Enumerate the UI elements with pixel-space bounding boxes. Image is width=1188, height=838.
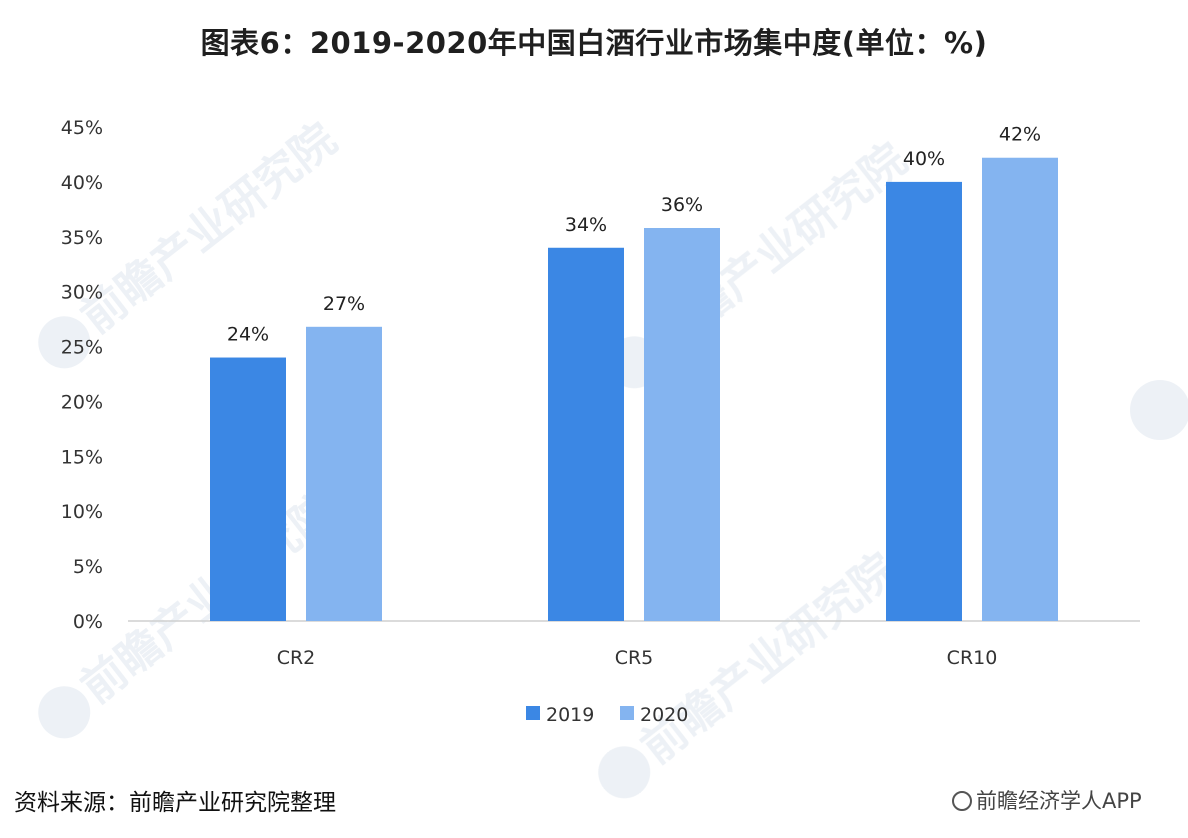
legend-swatch-2020 <box>620 706 634 720</box>
legend-label-2020: 2020 <box>640 704 688 726</box>
x-tick-label-cr5: CR5 <box>615 647 654 669</box>
bar-cr2-2020 <box>306 326 382 621</box>
x-tick-label-cr2: CR2 <box>277 647 316 669</box>
y-tick-label: 15% <box>61 446 103 468</box>
y-tick-label: 45% <box>61 117 103 139</box>
watermark-text: 前瞻产业研究院 <box>72 114 346 344</box>
data-label-cr2-2019: 24% <box>227 324 269 346</box>
watermark-logo-icon <box>38 686 91 739</box>
y-tick-label: 5% <box>73 556 103 578</box>
source-note: 资料来源：前瞻产业研究院整理 <box>14 790 336 816</box>
bars-group <box>210 157 1058 622</box>
credit-text: 前瞻经济学人APP <box>976 789 1142 813</box>
bar-cr10-2020 <box>982 157 1058 621</box>
watermark-logo-icon <box>1130 380 1188 440</box>
legend: 2019 2020 <box>526 704 688 726</box>
legend-label-2019: 2019 <box>546 704 594 726</box>
bar-cr5-2020 <box>644 227 720 622</box>
bar-cr5-2019 <box>548 247 624 621</box>
bar-cr2-2019 <box>210 357 286 621</box>
data-label-cr5-2019: 34% <box>565 214 607 236</box>
watermark-logo-icon <box>38 316 91 369</box>
y-tick-label: 10% <box>61 501 103 523</box>
credit: 前瞻经济学人APP <box>952 785 1142 815</box>
data-label-cr5-2020: 36% <box>661 194 703 216</box>
weibo-at-icon <box>952 791 972 811</box>
watermark-logo-icon <box>598 746 651 799</box>
x-tick-label-cr10: CR10 <box>947 647 998 669</box>
watermark-text: 前瞻产业研究院 <box>72 484 346 714</box>
x-axis: CR2 CR5 CR10 <box>277 647 998 669</box>
y-tick-label: 20% <box>61 391 103 413</box>
chart-title: 图表6：2019-2020年中国白酒行业市场集中度(单位：%) <box>200 26 988 60</box>
bar-cr10-2019 <box>886 181 962 621</box>
y-tick-label: 35% <box>61 227 103 249</box>
y-tick-label: 0% <box>73 611 103 633</box>
y-tick-label: 25% <box>61 337 103 359</box>
data-labels: 24% 27% 34% 36% 40% 42% <box>227 124 1041 346</box>
y-tick-label: 30% <box>61 282 103 304</box>
y-tick-label: 40% <box>61 172 103 194</box>
data-label-cr2-2020: 27% <box>323 293 365 315</box>
data-label-cr10-2020: 42% <box>999 124 1041 146</box>
legend-swatch-2019 <box>526 706 540 720</box>
y-axis: 0% 5% 10% 15% 20% 25% 30% 35% 40% 45% <box>61 117 103 633</box>
data-label-cr10-2019: 40% <box>903 148 945 170</box>
